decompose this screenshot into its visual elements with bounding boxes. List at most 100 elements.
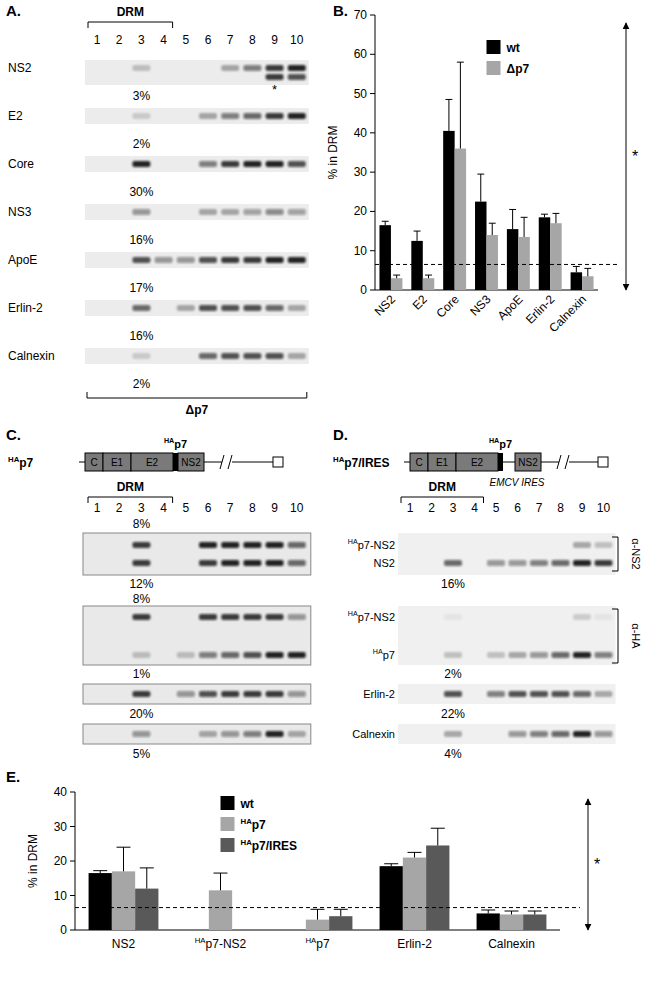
- tag-label: HAp7: [489, 437, 512, 450]
- tick: [70, 930, 75, 931]
- band: [509, 691, 527, 697]
- lane-number: 5: [493, 501, 500, 515]
- band: [595, 652, 613, 658]
- band: [530, 731, 548, 737]
- band: [110, 542, 128, 548]
- band: [444, 560, 462, 566]
- error-bar: [584, 268, 591, 276]
- lane-number: 7: [536, 501, 543, 515]
- band: [155, 542, 173, 548]
- band: [155, 560, 173, 566]
- category-label: ApoE: [495, 292, 526, 323]
- band: [552, 614, 570, 620]
- band: [110, 65, 128, 71]
- blot-background: [85, 300, 309, 316]
- lane-number: 10: [290, 33, 304, 47]
- category-label: HAp7-NS2: [195, 936, 247, 951]
- lane-number: 4: [160, 501, 167, 515]
- legend-swatch: [221, 838, 235, 852]
- error-bar: [541, 214, 548, 217]
- tick-label: 70: [354, 8, 368, 22]
- band: [221, 560, 239, 566]
- error-bar: [481, 910, 495, 913]
- bar: [209, 890, 232, 930]
- bar: [391, 278, 402, 290]
- bar: [329, 916, 352, 930]
- error-bar: [445, 99, 452, 130]
- band: [466, 614, 484, 620]
- band: [444, 542, 462, 548]
- tick: [370, 54, 375, 55]
- band: [132, 614, 150, 620]
- segment-label: C: [90, 457, 97, 468]
- band: [177, 731, 195, 737]
- lane-number: 8: [557, 501, 564, 515]
- band: [199, 209, 217, 215]
- blot-background: [85, 252, 309, 268]
- segment: [178, 453, 204, 471]
- tick: [370, 132, 375, 133]
- band: [110, 113, 128, 119]
- band: [221, 113, 239, 119]
- band: [401, 614, 419, 620]
- band: [88, 209, 106, 215]
- tick-label: 0: [360, 283, 367, 297]
- band: [266, 652, 284, 658]
- blot-frame: [83, 606, 311, 665]
- band: [423, 542, 441, 548]
- tick-label: 60: [354, 47, 368, 61]
- bar: [582, 276, 593, 290]
- significance-arrow: [588, 799, 589, 930]
- band: [88, 542, 106, 548]
- band: [243, 731, 261, 737]
- band: [288, 209, 306, 215]
- category-label: Calnexin: [546, 292, 589, 335]
- band: [288, 74, 306, 80]
- band: [221, 161, 239, 167]
- bar: [475, 202, 486, 290]
- row-label: Erlin-2: [8, 301, 43, 315]
- band: [530, 691, 548, 697]
- bar: [403, 858, 426, 930]
- lane-number: 6: [514, 501, 521, 515]
- band: [110, 560, 128, 566]
- band: [132, 731, 150, 737]
- band: [266, 209, 284, 215]
- band: [444, 614, 462, 620]
- band: [88, 113, 106, 119]
- band: [177, 257, 195, 263]
- band: [199, 305, 217, 311]
- lane-number: 1: [94, 33, 101, 47]
- band: [155, 691, 173, 697]
- band: [88, 305, 106, 311]
- band: [155, 113, 173, 119]
- band: [88, 560, 106, 566]
- band: [177, 74, 195, 80]
- panel-label: E.: [6, 768, 20, 785]
- segment: [85, 453, 103, 471]
- tick: [370, 15, 375, 16]
- band: [288, 614, 306, 620]
- band: [509, 731, 527, 737]
- band: [155, 305, 173, 311]
- band: [243, 305, 261, 311]
- row-label: ApoE: [8, 253, 37, 267]
- band: [401, 731, 419, 737]
- blot-frame: [83, 684, 311, 704]
- band: [573, 652, 591, 658]
- band: [88, 353, 106, 359]
- band: [266, 731, 284, 737]
- bars: [89, 828, 547, 930]
- tick: [370, 290, 375, 291]
- category-label: Calnexin: [488, 937, 535, 951]
- axis-label: % in DRM: [26, 834, 40, 888]
- band: [509, 652, 527, 658]
- lane-number: 7: [227, 501, 234, 515]
- error-bar: [117, 847, 131, 871]
- bar: [135, 889, 158, 930]
- band: [132, 74, 150, 80]
- band: [177, 614, 195, 620]
- error-bar: [477, 174, 484, 202]
- significance-arrow: [626, 23, 627, 290]
- band: [266, 113, 284, 119]
